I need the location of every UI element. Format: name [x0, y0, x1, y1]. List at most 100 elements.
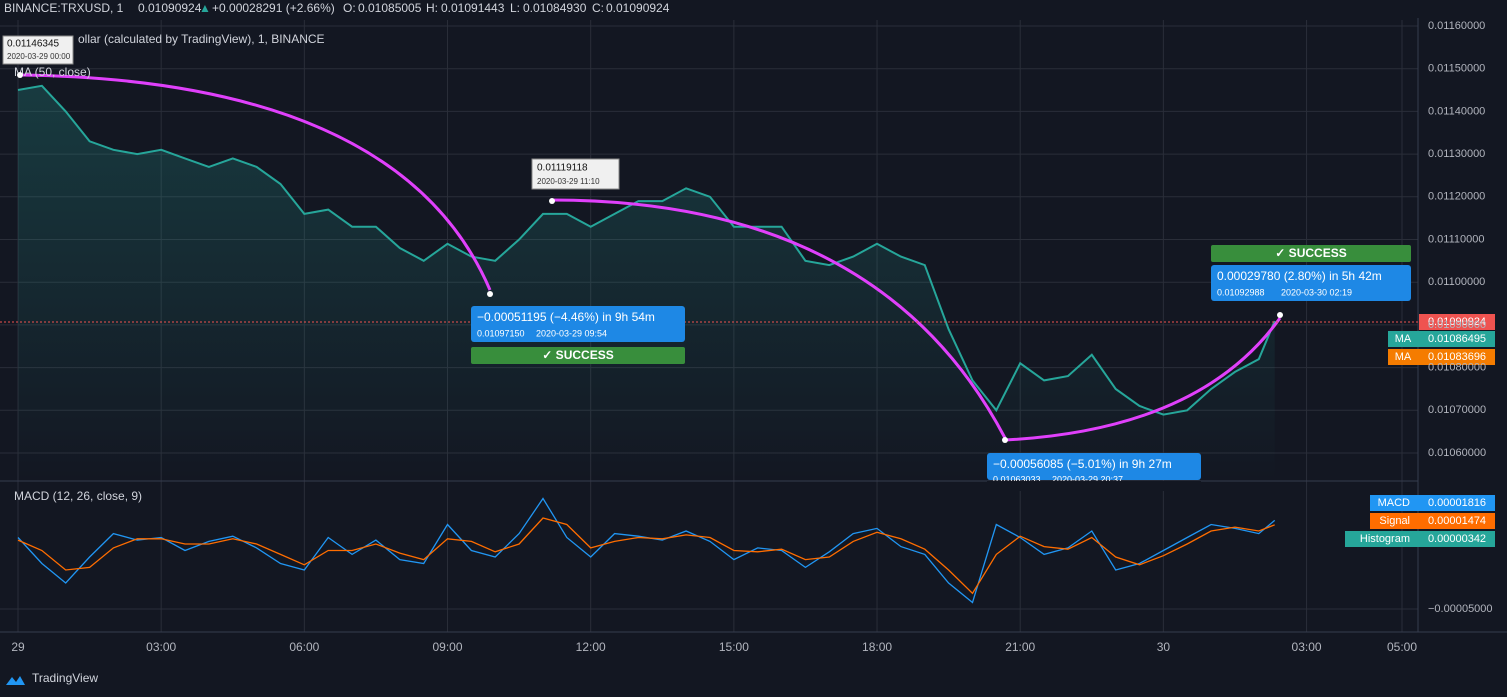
- macd-tag: [1370, 495, 1495, 511]
- y-tick-label: 0.01120000: [1428, 191, 1485, 203]
- x-tick-label: 30: [1157, 640, 1171, 654]
- brand: TradingView: [32, 671, 98, 685]
- arrows: [19, 73, 1282, 442]
- ann-status: ✓ SUCCESS: [542, 348, 613, 362]
- hist-tag: [1345, 531, 1495, 547]
- ann-price: 0.01097150: [477, 328, 525, 338]
- up-arrow: ▲: [199, 1, 211, 15]
- clip: [987, 481, 1201, 491]
- tooltip: [2, 35, 74, 65]
- y-tick-label: 0.01130000: [1428, 148, 1485, 160]
- x-tick-label: 05:00: [1387, 640, 1417, 654]
- y-tick-label: −0.00005000: [1428, 603, 1493, 615]
- x-tick-label: 29: [11, 640, 25, 654]
- point: [1002, 437, 1008, 443]
- annotation: −0.00056085 (−5.01%) in 9h 27m 0.0106303…: [987, 437, 1201, 491]
- y-tick-label: 0.01080000: [1428, 362, 1486, 374]
- macd-label: MACD: [1378, 497, 1410, 509]
- annotation: −0.00051195 (−4.46%) in 9h 54m 0.0109715…: [471, 291, 685, 364]
- point: [17, 72, 23, 78]
- ann-price: 0.01092988: [1217, 287, 1265, 297]
- ma-label: MA: [1395, 351, 1412, 363]
- x-tick-label: 09:00: [433, 640, 463, 654]
- y-tick-label: 0.01100000: [1428, 276, 1485, 288]
- last: 0.01090924: [138, 1, 202, 15]
- ann-price: 0.01119118: [537, 163, 588, 174]
- hist-label: Histogram: [1360, 533, 1410, 545]
- x-tick-label: 03:00: [146, 640, 176, 654]
- y-tick-label: 0.01060000: [1428, 447, 1486, 459]
- status-box: [1211, 245, 1411, 262]
- last-tag-text: 0.01090924: [1428, 316, 1486, 328]
- l-label: L:: [510, 1, 520, 15]
- legend-ma: MA (50, close): [14, 65, 91, 79]
- x-tick-label: 18:00: [862, 640, 892, 654]
- low: 0.01084930: [523, 1, 587, 15]
- arrow: [19, 73, 492, 291]
- ma-tag: [1388, 331, 1495, 347]
- change: +0.00028291 (+2.66%): [212, 1, 335, 15]
- open: 0.01085005: [358, 1, 422, 15]
- symbol: BINANCE:TRXUSD, 1: [4, 1, 124, 15]
- legend-macd: MACD (12, 26, close, 9): [14, 489, 142, 503]
- point: [1277, 312, 1283, 318]
- ann-status: ✓ SUCCESS: [1275, 246, 1346, 260]
- arrow: [1004, 317, 1282, 442]
- ann-time: 2020-03-29 11:10: [537, 177, 600, 186]
- h-label: H:: [426, 1, 438, 15]
- y-tick-label: 0.01110000: [1428, 233, 1484, 245]
- annotation: ✓ SUCCESS 0.00029780 (2.80%) in 5h 42m 0…: [1211, 245, 1411, 318]
- signal-tag: [1370, 513, 1495, 529]
- macd-value: 0.00001816: [1428, 497, 1486, 509]
- signal-value: 0.00001474: [1428, 515, 1486, 527]
- high: 0.01091443: [441, 1, 505, 15]
- price-line: [17, 84, 1276, 416]
- annotation: 0.01146345 2020-03-29 00:00: [2, 35, 74, 78]
- y-tick-label: 0.01090000: [1428, 319, 1486, 331]
- plot: [17, 84, 1276, 604]
- ann-change: −0.00056085 (−5.01%) in 9h 27m: [993, 457, 1172, 471]
- last-tag: [1419, 314, 1495, 330]
- y-tick-label: 0.01150000: [1428, 63, 1485, 75]
- c-label: C:: [592, 1, 604, 15]
- x-tick-label: 15:00: [719, 640, 749, 654]
- ma-value: 0.01083696: [1428, 351, 1486, 363]
- legend-series: ollar (calculated by TradingView), 1, BI…: [78, 32, 325, 46]
- brand-logo: [6, 676, 25, 685]
- measure-box: [471, 306, 685, 342]
- ma-label: MA: [1395, 333, 1412, 345]
- status-box: [471, 347, 685, 364]
- close: 0.01090924: [606, 1, 670, 15]
- o-label: O:: [343, 1, 356, 15]
- ann-time: 2020-03-29 09:54: [536, 328, 607, 338]
- ann-change: 0.00029780 (2.80%) in 5h 42m: [1217, 269, 1382, 283]
- ann-time: 2020-03-29 20:37: [1052, 474, 1123, 484]
- measure-box: [987, 453, 1201, 480]
- ma-value: 0.01086495: [1428, 333, 1486, 345]
- arrow: [551, 198, 1007, 439]
- point: [549, 198, 555, 204]
- price-area: [18, 85, 1275, 481]
- ann-time: 2020-03-30 02:19: [1281, 287, 1352, 297]
- signal-label: Signal: [1379, 515, 1410, 527]
- ma-tag: [1388, 349, 1495, 365]
- hist-value: 0.00000342: [1428, 533, 1486, 545]
- ann-price: 0.01063033: [993, 474, 1041, 484]
- ann-change: −0.00051195 (−4.46%) in 9h 54m: [477, 310, 655, 324]
- header-bg: [0, 0, 1507, 18]
- x-tick-label: 06:00: [289, 640, 319, 654]
- macd-line: [17, 517, 1275, 595]
- y-tick-label: 0.01160000: [1428, 20, 1485, 32]
- y-tick-label: 0.01140000: [1428, 105, 1485, 117]
- tooltip: [531, 158, 620, 190]
- measure-box: [1211, 265, 1411, 301]
- x-tick-label: 21:00: [1005, 640, 1035, 654]
- x-tick-label: 03:00: [1292, 640, 1322, 654]
- annotation: 0.01119118 2020-03-29 11:10: [531, 158, 620, 204]
- ann-time: 2020-03-29 00:00: [7, 52, 71, 61]
- x-tick-label: 12:00: [576, 640, 606, 654]
- point: [487, 291, 493, 297]
- y-tick-label: 0.01070000: [1428, 404, 1486, 416]
- ann-price: 0.01146345: [7, 39, 60, 50]
